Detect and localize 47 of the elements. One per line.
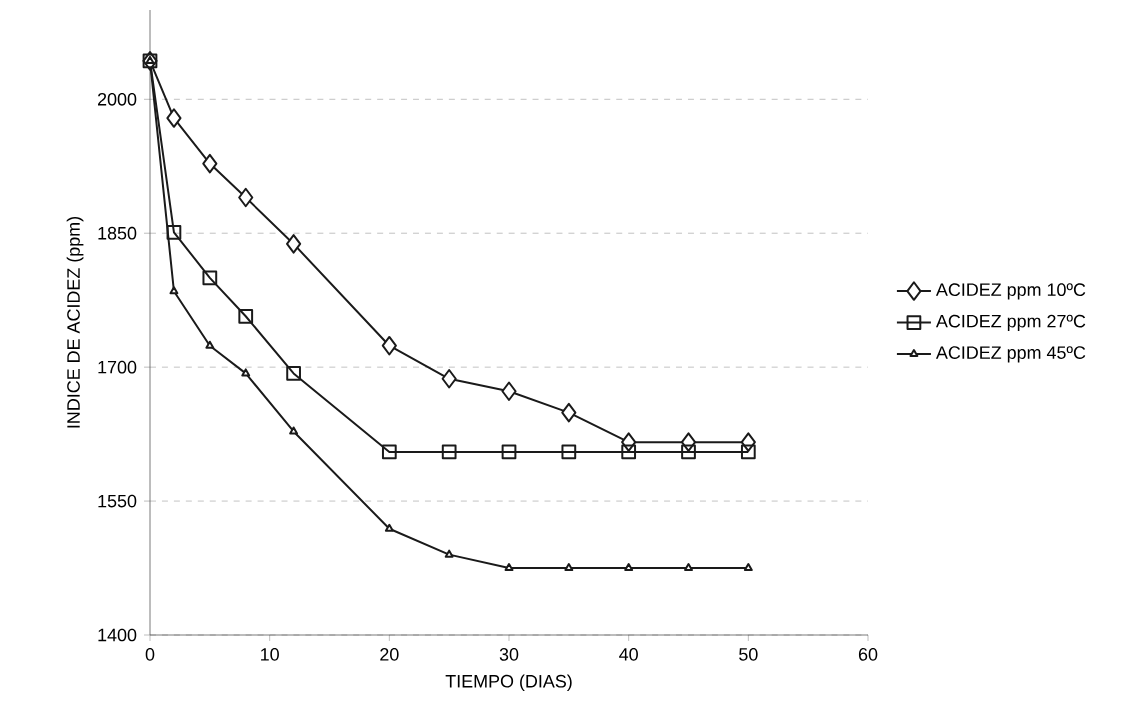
- point: [501, 381, 517, 402]
- point: [740, 444, 756, 460]
- point: [501, 444, 517, 460]
- y-tick-label: 1850: [98, 226, 137, 240]
- point: [169, 286, 179, 295]
- point: [286, 234, 302, 254]
- legend-label: ACIDEZ ppm 45ºC: [935, 346, 1086, 363]
- point: [681, 444, 696, 460]
- point: [202, 153, 218, 174]
- y-tick-label: 1400: [98, 628, 137, 642]
- y-tick-label: 2000: [98, 92, 137, 106]
- point: [238, 308, 254, 324]
- point: [289, 426, 299, 435]
- point: [743, 563, 753, 572]
- point: [238, 187, 254, 208]
- y-axis-title: INDICE DE ACIDEZ (ppm): [66, 217, 84, 428]
- point: [621, 444, 637, 460]
- point: [205, 340, 215, 349]
- point: [384, 523, 394, 532]
- point: [561, 444, 577, 460]
- point: [441, 444, 457, 460]
- point: [241, 368, 251, 377]
- y-tick-label: 1700: [98, 360, 137, 374]
- point: [684, 563, 693, 572]
- x-axis-title: TIEMPO (DIAS): [445, 674, 572, 692]
- point: [381, 335, 397, 356]
- x-tick-label: 60: [858, 648, 878, 661]
- point: [564, 563, 574, 572]
- x-tick-label: 20: [380, 648, 399, 661]
- point: [624, 563, 634, 572]
- x-tick-label: 10: [261, 648, 279, 661]
- point: [441, 368, 457, 389]
- x-tick-label: 40: [619, 648, 638, 661]
- point: [381, 444, 397, 460]
- point: [166, 108, 182, 128]
- point: [444, 549, 454, 558]
- x-tick-label: 50: [739, 648, 758, 661]
- legend-label: ACIDEZ ppm 27ºC: [935, 314, 1086, 331]
- point: [286, 366, 301, 381]
- legend-label: ACIDEZ ppm 10ºC: [935, 283, 1086, 300]
- point: [504, 563, 514, 572]
- point: [166, 224, 182, 240]
- y-tick-label: 1550: [98, 494, 137, 508]
- x-tick-label: 0: [145, 648, 155, 661]
- point: [561, 402, 577, 423]
- point: [202, 270, 218, 286]
- x-tick-label: 30: [499, 648, 519, 661]
